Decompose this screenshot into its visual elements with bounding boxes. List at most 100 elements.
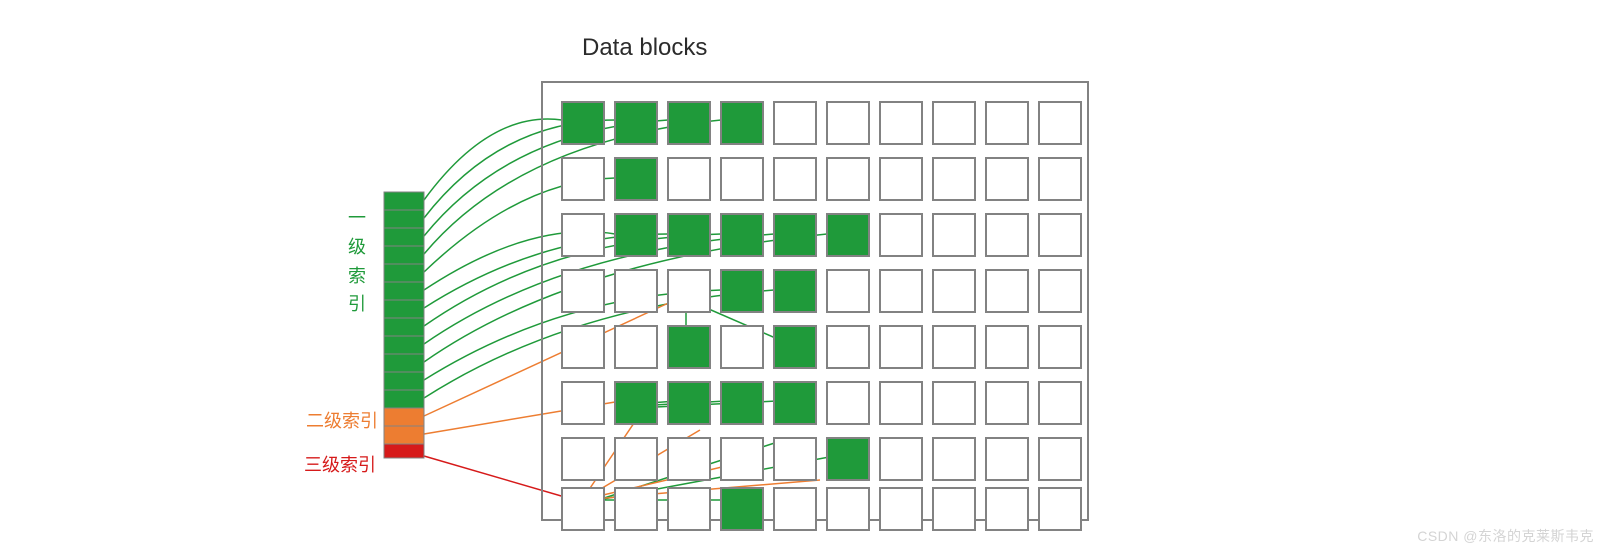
connector-red [424,456,575,500]
data-block-free [562,382,604,424]
data-block-free [1039,214,1081,256]
data-block-free [1039,270,1081,312]
index-cell [384,264,424,282]
data-block-used [668,382,710,424]
data-block-free [774,102,816,144]
data-block-free [774,158,816,200]
data-block-used [721,270,763,312]
data-block-free [933,270,975,312]
label-level1-char3: 索 [348,262,366,291]
data-block-free [880,326,922,368]
data-block-used [827,214,869,256]
index-cell [384,372,424,390]
diagram-canvas [0,0,1610,554]
data-block-used [562,102,604,144]
data-block-free [721,326,763,368]
index-cell [384,354,424,372]
data-block-free [880,102,922,144]
data-block-used [615,382,657,424]
data-block-free [721,158,763,200]
label-level1: 一 级 索 引 [348,204,366,319]
index-cell [384,336,424,354]
data-block-free [827,158,869,200]
data-block-free [615,270,657,312]
data-block-used [827,438,869,480]
data-block-free [827,270,869,312]
label-level3: 三级索引 [304,451,376,477]
data-block-free [933,158,975,200]
data-block-free [615,438,657,480]
data-block-used [668,326,710,368]
data-block-used [668,102,710,144]
data-block-free [880,270,922,312]
index-cell [384,282,424,300]
data-block-free [1039,438,1081,480]
data-block-free [933,102,975,144]
data-block-free [1039,102,1081,144]
index-cell [384,444,424,458]
data-block-free [562,214,604,256]
data-block-used [615,214,657,256]
data-block-used [774,326,816,368]
data-block-free [615,326,657,368]
data-block-used [721,382,763,424]
data-block-free [986,326,1028,368]
label-level1-char2: 级 [348,233,366,262]
data-block-used [721,102,763,144]
data-block-free [827,382,869,424]
index-cell [384,318,424,336]
index-cell [384,408,424,426]
index-cell [384,246,424,264]
data-block-free [933,382,975,424]
label-level1-char1: 一 [348,204,366,233]
data-block-free [827,326,869,368]
data-block-used [615,102,657,144]
data-block-free [986,102,1028,144]
data-block-free [880,438,922,480]
data-block-free [986,488,1028,530]
data-block-free [668,488,710,530]
data-block-used [774,382,816,424]
data-block-free [668,270,710,312]
data-block-used [721,214,763,256]
data-block-free [827,488,869,530]
index-cell [384,300,424,318]
index-cell [384,192,424,210]
watermark: CSDN @东洛的克莱斯韦克 [1417,526,1594,546]
data-block-free [562,438,604,480]
data-block-free [562,488,604,530]
data-block-free [562,270,604,312]
data-block-free [827,102,869,144]
data-block-free [1039,326,1081,368]
diagram-title: Data blocks [582,34,707,62]
data-block-free [880,382,922,424]
data-block-free [774,438,816,480]
data-block-free [986,270,1028,312]
data-block-free [933,488,975,530]
data-block-free [1039,158,1081,200]
data-block-free [880,158,922,200]
data-block-used [774,270,816,312]
index-cell [384,426,424,444]
label-level1-char4: 引 [348,290,366,319]
data-block-free [668,158,710,200]
data-block-free [933,438,975,480]
data-block-free [668,438,710,480]
data-block-free [562,326,604,368]
data-block-free [986,382,1028,424]
data-block-free [774,488,816,530]
index-cell [384,210,424,228]
data-block-free [986,158,1028,200]
label-level2: 二级索引 [306,407,378,433]
data-block-used [774,214,816,256]
data-block-free [721,438,763,480]
data-block-used [668,214,710,256]
data-block-free [933,326,975,368]
data-block-free [615,488,657,530]
data-block-free [986,438,1028,480]
data-block-free [933,214,975,256]
data-block-free [1039,488,1081,530]
data-block-free [986,214,1028,256]
data-block-free [880,488,922,530]
index-cell [384,228,424,246]
